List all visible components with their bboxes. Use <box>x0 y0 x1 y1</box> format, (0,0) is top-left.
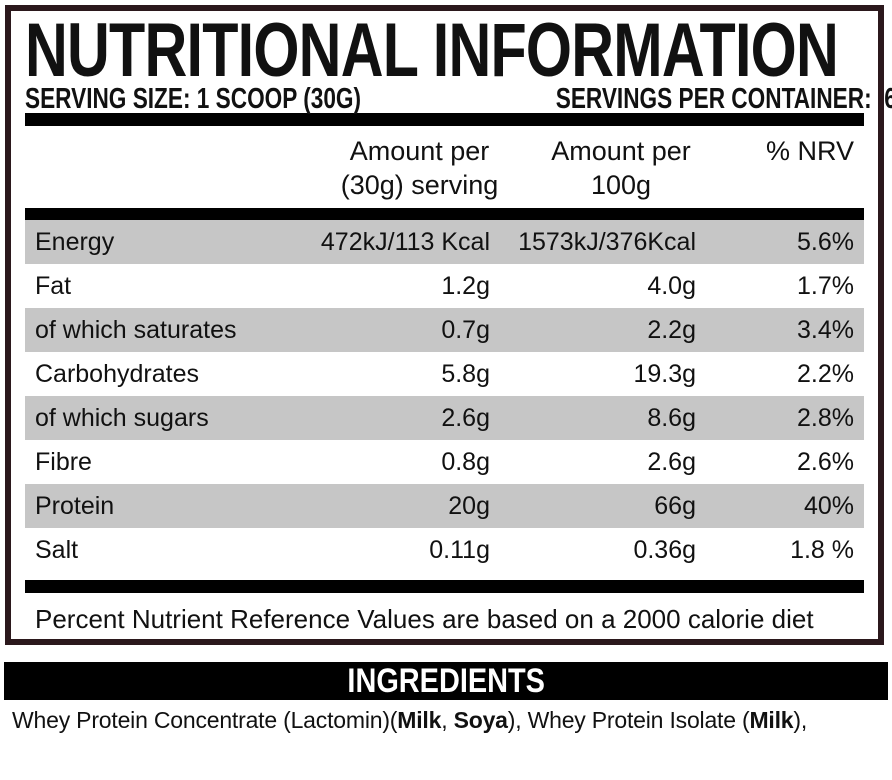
page-title: NUTRITIONAL INFORMATION <box>25 8 839 93</box>
value-nrv: 1.7% <box>797 272 854 300</box>
allergen-milk: Milk <box>749 707 794 733</box>
value-per-100g: 0.36g <box>633 536 696 564</box>
table-row: of which saturates 0.7g 2.2g 3.4% <box>25 308 864 352</box>
table-header-nrv: % NRV <box>765 136 854 166</box>
table-row: Carbohydrates 5.8g 19.3g 2.2% <box>25 352 864 396</box>
servings-per-container-label: SERVINGS PER CONTAINER: 60 <box>555 83 892 115</box>
value-nrv: 40% <box>803 492 854 520</box>
serving-row: SERVING SIZE: 1 SCOOP (30G) SERVINGS PER… <box>25 83 892 115</box>
value-per-serving: 0.11g <box>429 536 490 564</box>
table-row: Fat 1.2g 4.0g 1.7% <box>25 264 864 308</box>
nutrient-name: Salt <box>35 536 79 564</box>
table-row: Fibre 0.8g 2.6g 2.6% <box>25 440 864 484</box>
value-per-100g: 8.6g <box>647 404 696 432</box>
value-nrv: 2.8% <box>797 404 854 432</box>
value-per-serving: 20g <box>448 492 490 520</box>
ingredients-heading-bar: INGREDIENTS <box>4 662 888 700</box>
value-per-serving: 1.2g <box>441 272 490 300</box>
table-header-per-100g-line2: 100g <box>590 170 652 200</box>
ingredients-segment: ), <box>793 707 808 733</box>
ingredients-heading: INGREDIENTS <box>347 662 545 700</box>
table-row: Salt 0.11g 0.36g 1.8 % <box>25 528 864 572</box>
value-per-serving: 0.7g <box>441 316 490 344</box>
nutrient-name: Fibre <box>35 448 92 476</box>
value-per-100g: 1573kJ/376Kcal <box>518 228 696 256</box>
divider-bar-header <box>25 208 864 220</box>
value-per-100g: 66g <box>654 492 696 520</box>
table-header-per-serving: Amount per (30g) serving <box>321 134 518 208</box>
value-per-serving: 472kJ/113 Kcal <box>320 228 490 256</box>
value-nrv: 2.2% <box>797 360 854 388</box>
nrv-footnote: Percent Nutrient Reference Values are ba… <box>35 604 814 634</box>
ingredients-text: Whey Protein Concentrate (Lactomin)(Milk… <box>12 703 884 780</box>
divider-bar-bottom <box>25 580 864 593</box>
value-nrv: 5.6% <box>797 228 854 256</box>
nutrient-name: Fat <box>35 272 72 300</box>
table-row: of which sugars 2.6g 8.6g 2.8% <box>25 396 864 440</box>
serving-size-label: SERVING SIZE: 1 SCOOP (30G) <box>25 83 362 115</box>
table-row: Protein 20g 66g 40% <box>25 484 864 528</box>
nutrient-name: Carbohydrates <box>35 360 199 388</box>
allergen-soya: Soya <box>453 707 508 733</box>
table-header-empty <box>25 134 293 208</box>
value-per-serving: 5.8g <box>441 360 490 388</box>
value-per-serving: 2.6g <box>441 404 490 432</box>
nutrient-name: Protein <box>35 492 115 520</box>
nutrition-table: Energy 472kJ/113 Kcal 1573kJ/376Kcal 5.6… <box>25 220 864 572</box>
ingredients-segment: , <box>441 707 454 733</box>
value-per-100g: 4.0g <box>647 272 696 300</box>
nutrient-name: of which saturates <box>35 316 237 344</box>
value-per-serving: 0.8g <box>441 448 490 476</box>
value-per-100g: 19.3g <box>633 360 696 388</box>
ingredients-line2: Caramel Biscuit Flavouring, Sweetener (S… <box>37 777 707 780</box>
table-row: Energy 472kJ/113 Kcal 1573kJ/376Kcal 5.6… <box>25 220 864 264</box>
table-header-per-100g-line1: Amount per <box>551 136 691 166</box>
nutrition-panel: NUTRITIONAL INFORMATION SERVING SIZE: 1 … <box>5 5 892 645</box>
nutrient-name: of which sugars <box>35 404 209 432</box>
value-per-100g: 2.2g <box>647 316 696 344</box>
ingredients-segment: Whey Protein Concentrate (Lactomin)( <box>12 707 398 733</box>
table-header-per-serving-line2: (30g) serving <box>340 170 499 200</box>
nutrient-name: Energy <box>35 228 115 256</box>
table-header-per-serving-line1: Amount per <box>349 136 490 166</box>
value-nrv: 2.6% <box>797 448 854 476</box>
value-per-100g: 2.6g <box>647 448 696 476</box>
value-nrv: 1.8 % <box>790 536 854 564</box>
allergen-milk: Milk <box>397 707 442 733</box>
divider-bar-top <box>25 113 864 126</box>
table-header-per-100g: Amount per 100g <box>518 134 724 208</box>
value-nrv: 3.4% <box>797 316 854 344</box>
ingredients-segment: ), Whey Protein Isolate ( <box>507 707 750 733</box>
table-header-row: Amount per (30g) serving Amount per 100g… <box>25 126 864 208</box>
